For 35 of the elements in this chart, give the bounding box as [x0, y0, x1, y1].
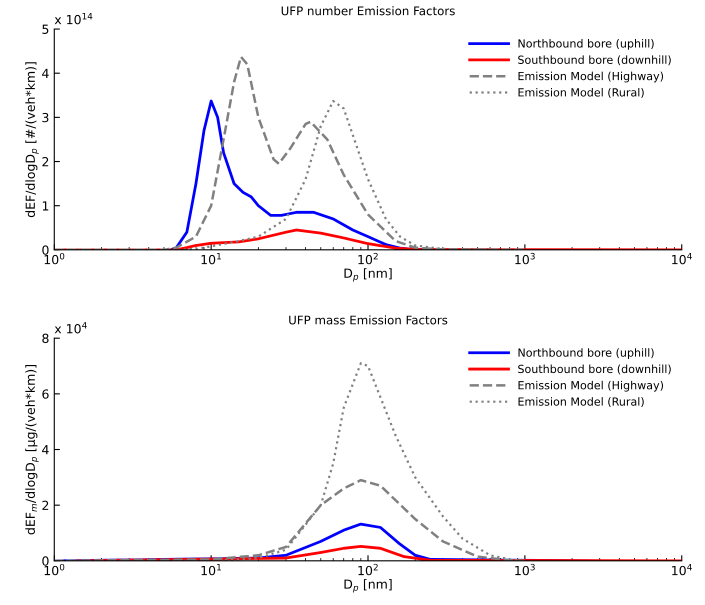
x-axis-title: D$_{p}$ [nm] [344, 579, 392, 593]
legend-label: Southbound bore (downhill) [518, 364, 671, 374]
chart-title: UFP mass Emission Factors [289, 315, 448, 324]
y-tick-label: 0 [42, 556, 49, 566]
y-tick-label: 8 [42, 334, 49, 344]
y-tick-label: 0 [42, 245, 49, 255]
y-tick-label: 1 [42, 201, 48, 210]
y-tick-label: 6 [42, 389, 49, 399]
x-tick-label: 10$^{2}$ [358, 252, 378, 264]
y-tick-label: 2 [42, 500, 48, 510]
x-tick-label: 10$^{1}$ [202, 564, 221, 576]
y-tick-label: 5 [42, 24, 48, 34]
x-tick-label: 10$^{3}$ [515, 252, 535, 264]
y-axis-title: dEF$_{m}$/dlogD$_{p}$ [μg/(veh*km)] [25, 365, 39, 534]
y-tick-label: 4 [42, 445, 49, 454]
y-tick-label: 3 [42, 112, 48, 122]
chart-title: UFP number Emission Factors [282, 6, 455, 16]
text: x 10$^{14}$ [54, 12, 92, 24]
x-axis-title: D$_{p}$ [nm] [344, 268, 392, 282]
legend-label: Emission Model (Highway) [518, 72, 664, 82]
legend-label: Emission Model (Rural) [518, 88, 644, 98]
legend-label: Emission Model (Rural) [518, 397, 644, 408]
y-tick-label: 2 [42, 157, 48, 166]
y-axis-title: dEF/dlogD$_{p}$ [#/(veh*km)] [25, 62, 39, 218]
legend-label: Emission Model (Highway) [518, 380, 664, 392]
x-tick-label: 10$^{4}$ [672, 564, 692, 576]
x-tick-label: 10$^{1}$ [202, 252, 221, 264]
text: x 10$^{4}$ [54, 322, 87, 334]
legend-label: Southbound bore (downhill) [518, 55, 671, 66]
legend-label: Northbound bore (uphill) [518, 39, 654, 50]
legend-label: Northbound bore (uphill) [518, 348, 654, 359]
x-tick-label: 10$^{3}$ [515, 564, 535, 576]
y-tick-label: 4 [42, 68, 49, 78]
x-tick-label: 10$^{4}$ [672, 252, 692, 264]
x-tick-label: 10$^{2}$ [358, 564, 378, 576]
